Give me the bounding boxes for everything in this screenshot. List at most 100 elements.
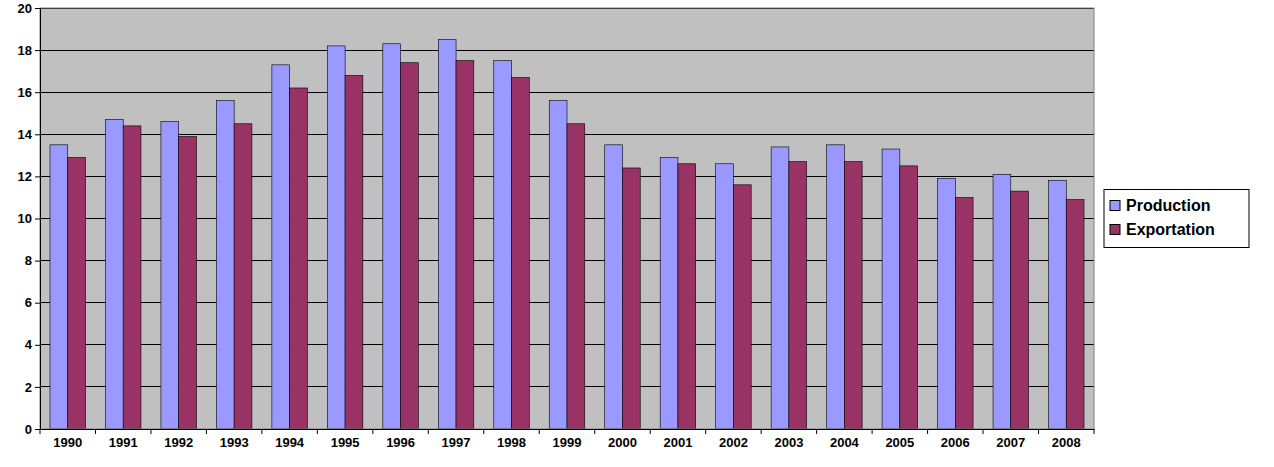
legend-entry: Production [1110, 197, 1210, 214]
y-tick-label: 8 [25, 253, 32, 268]
legend-entry: Exportation [1110, 221, 1215, 238]
x-separator [261, 429, 262, 434]
plot-frame [40, 8, 1094, 429]
y-tick: 18 [18, 43, 40, 58]
y-tick: 14 [18, 127, 40, 142]
y-tick-label: 20 [18, 1, 32, 16]
bar [1049, 181, 1067, 429]
y-tick-label: 2 [25, 380, 32, 395]
bar [512, 77, 530, 429]
bar [789, 162, 807, 429]
bar [494, 61, 512, 429]
y-tick-label: 10 [18, 211, 32, 226]
y-tick-label: 16 [18, 85, 32, 100]
bar [290, 88, 308, 429]
bar [716, 164, 734, 429]
bar [660, 157, 678, 429]
x-separator [1094, 429, 1095, 434]
x-separator [95, 429, 96, 434]
bar [50, 145, 68, 429]
legend-swatch [1110, 225, 1120, 235]
x-separator [650, 429, 651, 434]
x-tick: 1996 [386, 429, 415, 450]
x-separator [539, 429, 540, 434]
x-tick-label: 2001 [663, 435, 692, 450]
series [68, 61, 1084, 429]
bar [955, 197, 973, 429]
y-tick: 8 [25, 253, 40, 268]
bar [327, 46, 345, 429]
x-tick-label: 2007 [996, 435, 1025, 450]
bar [771, 147, 789, 429]
bar [383, 44, 401, 429]
x-tick-label: 1994 [275, 435, 305, 450]
x-tick-label: 1991 [109, 435, 138, 450]
bar [993, 174, 1011, 429]
x-tick-label: 2005 [885, 435, 914, 450]
grid [40, 8, 1094, 429]
x-separator [872, 429, 873, 434]
x-tick: 1995 [331, 429, 360, 450]
grid-line [40, 50, 1094, 51]
y-tick-mark [35, 8, 40, 9]
x-separator [927, 429, 928, 434]
bar [161, 122, 179, 429]
y-tick: 2 [25, 380, 40, 395]
x-separator [372, 429, 373, 434]
bar [827, 145, 845, 429]
x-tick-label: 2000 [608, 435, 637, 450]
y-tick-label: 14 [18, 127, 33, 142]
x-tick: 2003 [774, 429, 803, 450]
bar [622, 168, 640, 429]
bar [68, 157, 86, 429]
y-tick: 20 [18, 1, 40, 16]
bar [123, 126, 141, 429]
y-tick-mark [35, 387, 40, 388]
y-tick-mark [35, 134, 40, 135]
y-tick-label: 6 [25, 295, 32, 310]
x-tick: 1999 [553, 429, 582, 450]
y-tick-label: 12 [18, 169, 32, 184]
x-tick-label: 1996 [386, 435, 415, 450]
x-tick-label: 1990 [53, 435, 82, 450]
bar [105, 120, 123, 429]
y-tick-mark [35, 219, 40, 220]
x-tick: 2002 [719, 429, 748, 450]
bar [844, 162, 862, 429]
x-separator [428, 429, 429, 434]
y-tick: 4 [25, 337, 40, 352]
y-tick: 0 [25, 422, 40, 437]
x-separator [761, 429, 762, 434]
x-separator [317, 429, 318, 434]
x-tick-label: 1995 [331, 435, 360, 450]
x-tick: 1997 [442, 429, 471, 450]
x-separator [816, 429, 817, 434]
y-tick-mark [35, 176, 40, 177]
bar [567, 124, 585, 429]
bar [900, 166, 918, 429]
plot-background [40, 8, 1094, 429]
x-separator [705, 429, 706, 434]
bar [179, 136, 197, 429]
bar [401, 63, 419, 429]
legend-swatch [1110, 201, 1120, 211]
bar [272, 65, 290, 429]
y-tick-label: 0 [25, 422, 32, 437]
bar [678, 164, 696, 429]
y-tick-mark [35, 261, 40, 262]
y-tick-mark [35, 429, 40, 430]
bar [234, 124, 252, 429]
x-tick-label: 1998 [497, 435, 526, 450]
x-separator [594, 429, 595, 434]
y-tick-mark [35, 303, 40, 304]
y-tick-label: 4 [25, 337, 33, 352]
y-tick: 6 [25, 295, 40, 310]
y-axis: 0 2 4 6 8 10 12 14 16 18 20 [18, 1, 41, 437]
series [50, 40, 1066, 429]
x-separator [40, 429, 41, 434]
x-tick-label: 2006 [941, 435, 970, 450]
bar [605, 145, 623, 429]
bar [1011, 191, 1029, 429]
x-tick: 2008 [1052, 429, 1081, 450]
x-tick: 2006 [941, 429, 970, 450]
